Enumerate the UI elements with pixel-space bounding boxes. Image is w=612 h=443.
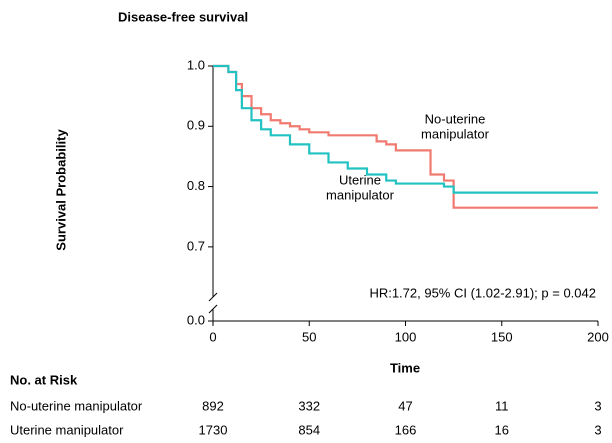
annotation: Uterine	[339, 172, 381, 187]
axis-break	[208, 292, 218, 302]
y-tick-label: 0.9	[187, 118, 205, 133]
annotation: manipulator	[421, 126, 490, 141]
annotation: No-uterine	[425, 111, 486, 126]
risk-count: 332	[298, 398, 320, 413]
x-tick-label: 0	[209, 329, 216, 344]
x-tick-label: 100	[395, 329, 417, 344]
risk-count: 892	[202, 398, 224, 413]
risk-row-name: Uterine manipulator	[10, 422, 124, 437]
annotation: HR:1.72, 95% CI (1.02-2.91); p = 0.042	[369, 285, 596, 300]
axis-break	[208, 304, 218, 314]
chart-title: Disease-free survival	[118, 9, 248, 24]
risk-row-name: No-uterine manipulator	[10, 398, 143, 413]
y-tick-label: 1.0	[187, 57, 205, 72]
risk-table-title: No. at Risk	[10, 372, 78, 387]
risk-count: 854	[298, 422, 320, 437]
y-tick-label: 0.7	[187, 238, 205, 253]
y-tick-label: 0.0	[187, 312, 205, 327]
x-tick-label: 150	[491, 329, 513, 344]
y-tick-label: 0.8	[187, 178, 205, 193]
annotation: manipulator	[326, 187, 395, 202]
risk-count: 3	[594, 398, 601, 413]
x-tick-label: 200	[587, 329, 609, 344]
risk-count: 3	[594, 422, 601, 437]
x-axis-label: Time	[390, 360, 420, 375]
survival-curve	[213, 64, 598, 194]
survival-curve	[213, 64, 598, 209]
risk-count: 166	[395, 422, 417, 437]
x-tick-label: 50	[302, 329, 316, 344]
risk-count: 11	[495, 398, 509, 413]
y-axis-label: Survival Probability	[53, 129, 68, 251]
risk-count: 1730	[199, 422, 228, 437]
risk-count: 16	[495, 422, 509, 437]
risk-count: 47	[398, 398, 412, 413]
